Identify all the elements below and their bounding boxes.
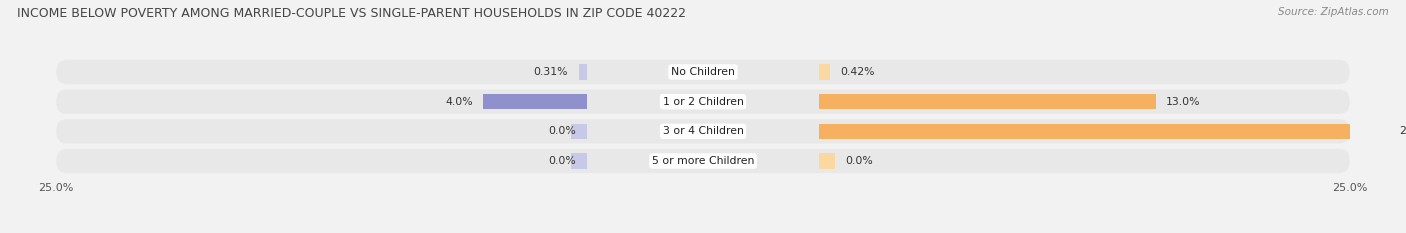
FancyBboxPatch shape (56, 60, 1350, 84)
FancyBboxPatch shape (56, 89, 1350, 114)
Text: No Children: No Children (671, 67, 735, 77)
Bar (820, 94, 1156, 109)
Text: 5 or more Children: 5 or more Children (652, 156, 754, 166)
FancyBboxPatch shape (56, 119, 1350, 144)
Bar (571, 124, 586, 139)
Text: 3 or 4 Children: 3 or 4 Children (662, 126, 744, 136)
Bar (578, 64, 586, 80)
Text: 13.0%: 13.0% (1166, 97, 1201, 107)
Text: 1 or 2 Children: 1 or 2 Children (662, 97, 744, 107)
Text: 0.42%: 0.42% (841, 67, 875, 77)
Bar (820, 64, 831, 80)
Text: 22.0%: 22.0% (1399, 126, 1406, 136)
Bar (820, 124, 1389, 139)
Text: INCOME BELOW POVERTY AMONG MARRIED-COUPLE VS SINGLE-PARENT HOUSEHOLDS IN ZIP COD: INCOME BELOW POVERTY AMONG MARRIED-COUPL… (17, 7, 686, 20)
Text: 0.0%: 0.0% (548, 126, 576, 136)
Text: Source: ZipAtlas.com: Source: ZipAtlas.com (1278, 7, 1389, 17)
Bar (820, 153, 835, 169)
Text: 0.0%: 0.0% (845, 156, 873, 166)
Text: 0.31%: 0.31% (534, 67, 568, 77)
Bar (484, 94, 586, 109)
Bar (571, 153, 586, 169)
Text: 0.0%: 0.0% (548, 156, 576, 166)
FancyBboxPatch shape (56, 149, 1350, 173)
Text: 4.0%: 4.0% (446, 97, 472, 107)
